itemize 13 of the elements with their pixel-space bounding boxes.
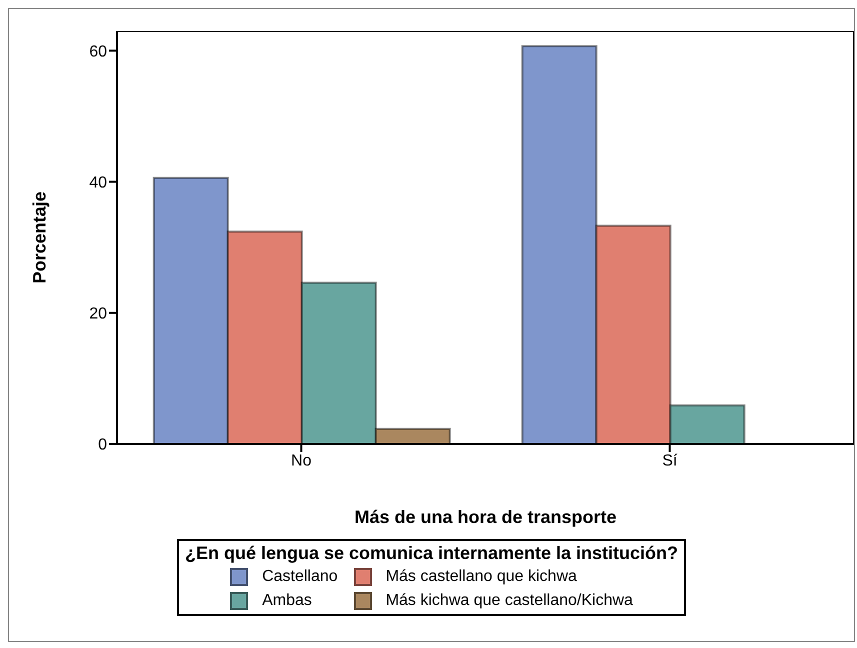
y-tick-label: 60 (89, 43, 108, 60)
legend-label: Castellano (262, 568, 338, 586)
legend-label: Ambas (262, 592, 312, 610)
y-tick-label: 20 (89, 306, 108, 323)
y-tick-label: 40 (89, 174, 108, 192)
legend-title: ¿En qué lengua se comunica internamente la institución? (184, 543, 678, 564)
x-tick-label: Sí (662, 452, 678, 470)
legend-label: Más kichwa que castellano/Kichwa (386, 592, 633, 610)
x-tick-label: No (291, 452, 312, 470)
x-axis-title: Más de una hora de transporte (354, 507, 617, 527)
legend-label: Más castellano que kichwa (386, 568, 577, 586)
y-axis-title: Porcentaje (29, 191, 50, 284)
y-tick-label: 0 (98, 436, 108, 454)
